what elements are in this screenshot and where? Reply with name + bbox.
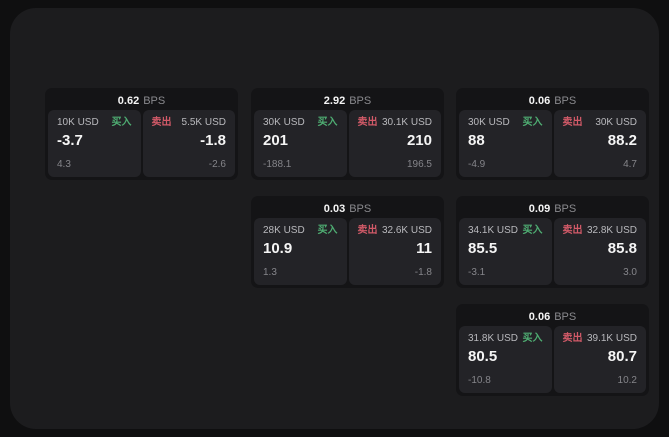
spread-unit: BPS — [349, 94, 372, 107]
sell-amount: 32.6K USD — [381, 225, 432, 236]
buy-sub-value: -10.8 — [468, 375, 491, 386]
buy-sub-value: -4.9 — [468, 159, 486, 170]
sell-price: 11 — [416, 240, 432, 257]
sell-panel[interactable]: 卖出 30.1K USD 210 196.5 — [348, 110, 441, 177]
main-panel: 0.62 BPS 10K USD 买入 -3.7 4.3 卖出 5.5K USD… — [10, 8, 659, 429]
quote-card: 0.62 BPS 10K USD 买入 -3.7 4.3 卖出 5.5K USD… — [45, 88, 238, 180]
quote-card: 0.09 BPS 34.1K USD 买入 85.5 -3.1 卖出 32.8K… — [456, 196, 649, 288]
spread-value: 0.03 — [323, 202, 346, 215]
buy-amount: 28K USD — [263, 225, 305, 236]
buy-sub-value: -3.1 — [468, 267, 486, 278]
buy-label: 买入 — [317, 225, 338, 236]
sell-price: 85.8 — [607, 240, 637, 257]
buy-sub-value: 4.3 — [57, 159, 71, 170]
buy-label: 买入 — [111, 117, 132, 128]
spread-value: 0.09 — [528, 202, 551, 215]
spread-unit: BPS — [554, 202, 577, 215]
sell-panel[interactable]: 卖出 32.8K USD 85.8 3.0 — [553, 218, 646, 285]
spread-unit: BPS — [554, 310, 577, 323]
buy-price: 10.9 — [263, 240, 293, 257]
sell-sub-value: 4.7 — [623, 159, 637, 170]
buy-amount: 10K USD — [57, 117, 99, 128]
spread-header: 0.06 BPS — [459, 307, 646, 326]
spread-unit: BPS — [554, 94, 577, 107]
sell-price: 210 — [406, 132, 432, 149]
spread-header: 0.09 BPS — [459, 199, 646, 218]
sell-label: 卖出 — [562, 225, 583, 236]
buy-panel[interactable]: 34.1K USD 买入 85.5 -3.1 — [459, 218, 552, 285]
buy-amount: 30K USD — [263, 117, 305, 128]
sell-panel[interactable]: 卖出 5.5K USD -1.8 -2.6 — [142, 110, 235, 177]
buy-label: 买入 — [317, 117, 338, 128]
spread-value: 0.62 — [117, 94, 140, 107]
buy-label: 买入 — [522, 225, 543, 236]
sell-label: 卖出 — [562, 117, 583, 128]
buy-sub-value: -188.1 — [263, 159, 292, 170]
spread-header: 0.62 BPS — [48, 91, 235, 110]
sell-amount: 5.5K USD — [181, 117, 226, 128]
sell-amount: 30K USD — [595, 117, 637, 128]
sell-price: 80.7 — [607, 348, 637, 365]
buy-sub-value: 1.3 — [263, 267, 277, 278]
quote-card: 0.06 BPS 30K USD 买入 88 -4.9 卖出 30K USD 8… — [456, 88, 649, 180]
quote-card: 0.03 BPS 28K USD 买入 10.9 1.3 卖出 32.6K US… — [251, 196, 444, 288]
quote-card: 2.92 BPS 30K USD 买入 201 -188.1 卖出 30.1K … — [251, 88, 444, 180]
buy-label: 买入 — [522, 333, 543, 344]
sell-price: -1.8 — [200, 132, 226, 149]
buy-panel[interactable]: 31.8K USD 买入 80.5 -10.8 — [459, 326, 552, 393]
sell-panel[interactable]: 卖出 30K USD 88.2 4.7 — [553, 110, 646, 177]
buy-price: 80.5 — [468, 348, 498, 365]
sell-panel[interactable]: 卖出 32.6K USD 11 -1.8 — [348, 218, 441, 285]
spread-header: 2.92 BPS — [254, 91, 441, 110]
spread-header: 0.03 BPS — [254, 199, 441, 218]
buy-panel[interactable]: 30K USD 买入 201 -188.1 — [254, 110, 347, 177]
buy-amount: 30K USD — [468, 117, 510, 128]
buy-price: -3.7 — [57, 132, 83, 149]
buy-panel[interactable]: 10K USD 买入 -3.7 4.3 — [48, 110, 141, 177]
buy-price: 88 — [468, 132, 485, 149]
quote-card: 0.06 BPS 31.8K USD 买入 80.5 -10.8 卖出 39.1… — [456, 304, 649, 396]
buy-amount: 34.1K USD — [468, 225, 519, 236]
spread-value: 2.92 — [323, 94, 346, 107]
buy-price: 201 — [263, 132, 289, 149]
spread-unit: BPS — [349, 202, 372, 215]
spread-header: 0.06 BPS — [459, 91, 646, 110]
sell-sub-value: 196.5 — [406, 159, 432, 170]
sell-sub-value: 3.0 — [623, 267, 637, 278]
spread-unit: BPS — [143, 94, 166, 107]
sell-label: 卖出 — [562, 333, 583, 344]
buy-amount: 31.8K USD — [468, 333, 519, 344]
buy-price: 85.5 — [468, 240, 498, 257]
sell-sub-value: -1.8 — [414, 267, 432, 278]
buy-panel[interactable]: 28K USD 买入 10.9 1.3 — [254, 218, 347, 285]
buy-label: 买入 — [522, 117, 543, 128]
buy-panel[interactable]: 30K USD 买入 88 -4.9 — [459, 110, 552, 177]
spread-value: 0.06 — [528, 310, 551, 323]
sell-panel[interactable]: 卖出 39.1K USD 80.7 10.2 — [553, 326, 646, 393]
sell-sub-value: 10.2 — [617, 375, 637, 386]
sell-amount: 32.8K USD — [586, 225, 637, 236]
spread-value: 0.06 — [528, 94, 551, 107]
sell-amount: 39.1K USD — [586, 333, 637, 344]
sell-label: 卖出 — [357, 117, 378, 128]
sell-label: 卖出 — [151, 117, 172, 128]
sell-sub-value: -2.6 — [208, 159, 226, 170]
sell-price: 88.2 — [607, 132, 637, 149]
sell-label: 卖出 — [357, 225, 378, 236]
sell-amount: 30.1K USD — [381, 117, 432, 128]
